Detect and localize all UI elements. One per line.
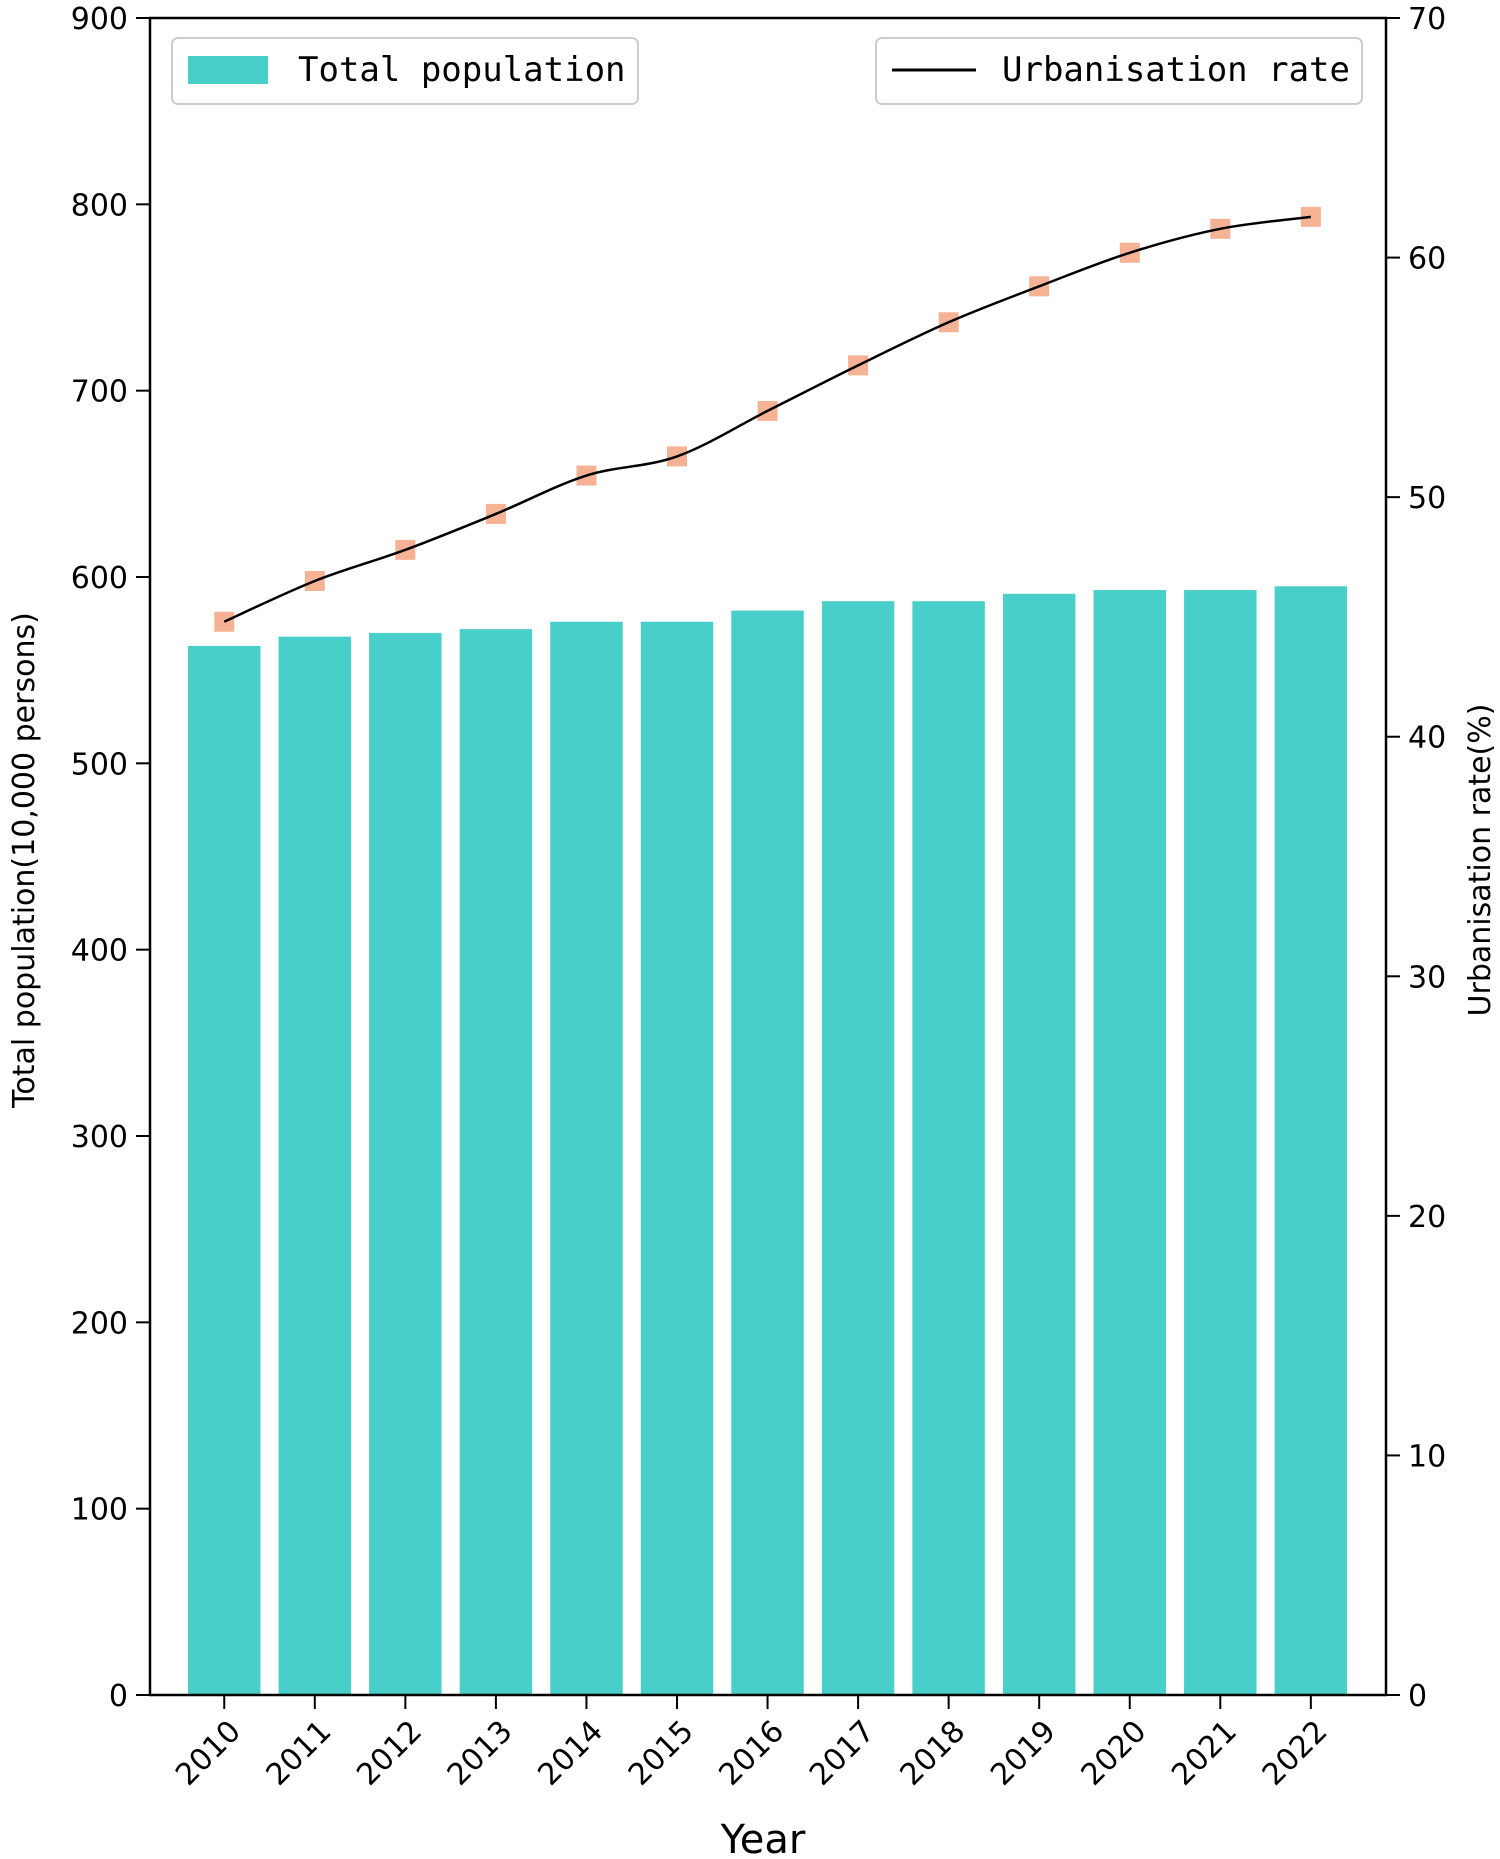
- x-tick-label-2020: 2020: [1075, 1714, 1154, 1793]
- bar-2011: [278, 636, 352, 1695]
- bar-2015: [640, 621, 714, 1695]
- y-right-tick-label-10: 10: [1408, 1439, 1446, 1474]
- bar-2010: [188, 645, 261, 1695]
- legend-line-frame: [875, 37, 1363, 105]
- x-tick-label-2011: 2011: [260, 1714, 339, 1793]
- x-tick-label-2014: 2014: [531, 1714, 610, 1793]
- y-left-tick-label-600: 600: [71, 561, 128, 596]
- bar-2017: [821, 601, 895, 1695]
- bar-2020: [1093, 590, 1166, 1695]
- y-left-tick-label-500: 500: [71, 747, 128, 782]
- legend-line-label: Urbanisation rate: [1002, 50, 1350, 90]
- y-right-tick-label-50: 50: [1408, 481, 1446, 516]
- x-tick-label-2012: 2012: [350, 1714, 429, 1793]
- x-tick-label-2021: 2021: [1165, 1714, 1244, 1793]
- x-tick-label-2018: 2018: [894, 1714, 973, 1793]
- y-right-tick-label-40: 40: [1408, 721, 1446, 756]
- y-right-tick-label-20: 20: [1408, 1200, 1446, 1235]
- y-left-tick-label-300: 300: [71, 1120, 128, 1155]
- right-axis: 0 10 20 30 40 50 60 70: [1386, 2, 1446, 1714]
- x-tick-label-2013: 2013: [441, 1714, 520, 1793]
- y-left-tick-label-700: 700: [71, 375, 128, 410]
- y-left-tick-label-400: 400: [71, 934, 128, 969]
- legend-bars-label: Total population: [298, 50, 626, 90]
- y-left-tick-label-0: 0: [109, 1679, 128, 1714]
- y-left-tick-label-900: 900: [71, 2, 128, 37]
- bar-2016: [731, 610, 804, 1695]
- legend-line: Urbanisation rate: [875, 37, 1363, 105]
- y-right-tick-label-70: 70: [1408, 2, 1446, 37]
- x-axis-title: Year: [720, 1817, 806, 1859]
- x-axis: 2010 2011 2012 2013 2014 2015 2016 2017 2018 2019…: [169, 1695, 1335, 1793]
- bar-2018: [912, 601, 985, 1695]
- y-right-tick-label-0: 0: [1408, 1679, 1427, 1714]
- y-left-tick-label-800: 800: [71, 188, 128, 223]
- bar-2022: [1274, 586, 1348, 1695]
- y-axis-right-title: Urbanisation rate(%): [1463, 704, 1498, 1017]
- x-tick-label-2010: 2010: [169, 1714, 248, 1793]
- y-left-tick-label-100: 100: [71, 1493, 128, 1528]
- left-axis: 0 100 200 300 400 500 600 700 800 900: [71, 2, 150, 1714]
- y-right-tick-label-30: 30: [1408, 960, 1446, 995]
- bar-2014: [550, 621, 623, 1695]
- bars-group: [188, 586, 1348, 1695]
- x-tick-label-2019: 2019: [984, 1714, 1063, 1793]
- x-tick-label-2016: 2016: [712, 1714, 791, 1793]
- bar-2021: [1184, 590, 1257, 1695]
- legend-bars-frame: [171, 37, 639, 105]
- legend-bars-swatch: [188, 56, 268, 84]
- bar-2012: [369, 632, 442, 1695]
- x-tick-label-2015: 2015: [622, 1714, 701, 1793]
- y-left-tick-label-200: 200: [71, 1306, 128, 1341]
- legend-bars: Total population: [171, 37, 639, 105]
- x-tick-label-2022: 2022: [1256, 1714, 1335, 1793]
- x-tick-label-2017: 2017: [803, 1714, 882, 1793]
- y-right-tick-label-60: 60: [1408, 242, 1446, 277]
- line-group: [214, 206, 1321, 632]
- bar-2013: [459, 629, 533, 1695]
- y-axis-left-title: Total population(10,000 persons): [7, 612, 42, 1109]
- series-line-urbanisation-rate: [223, 215, 1312, 623]
- bar-2019: [1002, 593, 1076, 1695]
